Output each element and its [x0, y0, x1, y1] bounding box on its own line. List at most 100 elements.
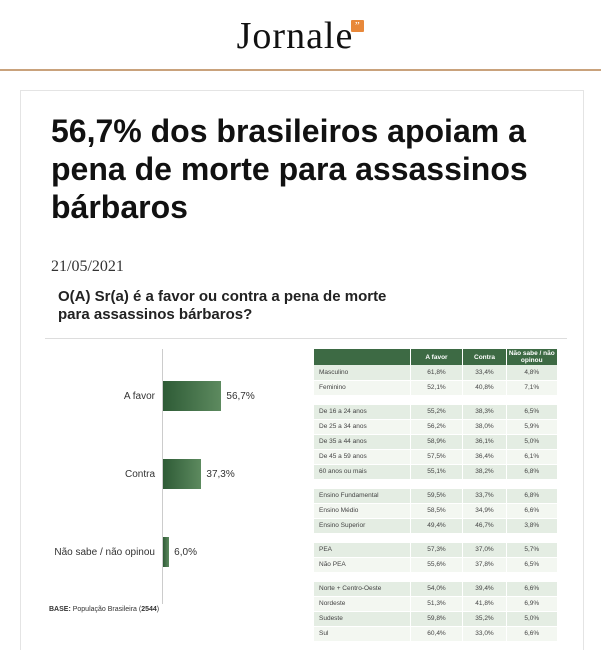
group-spacer — [313, 572, 557, 582]
row-label: Norte + Centro-Oeste — [313, 581, 411, 597]
row-label: De 16 a 24 anos — [313, 404, 411, 420]
bar — [163, 381, 222, 411]
cell-value: 56,2% — [410, 419, 463, 435]
cell-value: 38,0% — [462, 419, 507, 435]
cell-value: 41,8% — [462, 596, 507, 612]
cell-value: 38,3% — [462, 404, 507, 420]
cell-value: 3,8% — [506, 518, 557, 534]
column-header: Contra — [462, 349, 507, 365]
cell-value: 59,5% — [410, 488, 463, 504]
table-row: Feminino 52,1% 40,8% 7,1% — [313, 380, 557, 396]
cell-value: 5,0% — [506, 434, 557, 450]
cell-value: 34,9% — [462, 503, 507, 519]
row-label: Ensino Médio — [313, 503, 411, 519]
cell-value: 59,8% — [410, 611, 463, 627]
table-row: 60 anos ou mais 55,1% 38,2% 6,8% — [313, 464, 557, 480]
base-text: População Brasileira ( — [70, 606, 142, 613]
cell-value: 33,4% — [462, 365, 507, 381]
cell-value: 5,7% — [506, 542, 557, 558]
row-label: 60 anos ou mais — [313, 464, 411, 480]
cell-value: 49,4% — [410, 518, 463, 534]
site-logo[interactable]: Jornale” — [0, 14, 601, 58]
cell-value: 54,0% — [410, 581, 463, 597]
row-label: PEA — [313, 542, 411, 558]
cell-value: 6,8% — [506, 464, 557, 480]
bar — [163, 537, 170, 567]
table-row: Sul 60,4% 33,0% 6,6% — [313, 626, 557, 642]
cell-value: 36,4% — [462, 449, 507, 465]
table-row: Ensino Fundamental 59,5% 33,7% 6,8% — [313, 488, 557, 504]
cell-value: 61,8% — [410, 365, 463, 381]
cell-value: 39,4% — [462, 581, 507, 597]
column-header: A favor — [410, 349, 463, 365]
row-label: Feminino — [313, 380, 411, 396]
table-row: De 25 a 34 anos 56,2% 38,0% 5,9% — [313, 419, 557, 435]
row-label: Masculino — [313, 365, 411, 381]
group-spacer — [313, 395, 557, 405]
breakdown-table: A favor Contra Não sabe / não opinou Mascu… — [313, 349, 557, 642]
cell-value: 6,5% — [506, 404, 557, 420]
cell-value: 58,9% — [410, 434, 463, 450]
bar-value-label: 6,0% — [174, 547, 197, 558]
bar-value-label: 37,3% — [206, 469, 235, 480]
row-label: De 35 a 44 anos — [313, 434, 411, 450]
cell-value: 46,7% — [462, 518, 507, 534]
table-row: De 16 a 24 anos 55,2% 38,3% 6,5% — [313, 404, 557, 420]
table-row: Não PEA 55,6% 37,8% 6,5% — [313, 557, 557, 573]
cell-value: 6,6% — [506, 626, 557, 642]
cell-value: 5,9% — [506, 419, 557, 435]
table-row: De 45 a 59 anos 57,5% 36,4% 6,1% — [313, 449, 557, 465]
quote-bubble-icon: ” — [351, 20, 365, 32]
base-n: 2544 — [141, 606, 157, 613]
row-label: Não PEA — [313, 557, 411, 573]
table-row: Nordeste 51,3% 41,8% 6,9% — [313, 596, 557, 612]
infographic-chart: A favor 56,7% Contra 37,3% Não sabe / não op… — [45, 338, 567, 620]
cell-value: 38,2% — [462, 464, 507, 480]
column-header — [313, 349, 411, 365]
group-spacer — [313, 479, 557, 489]
chart-axis — [162, 349, 163, 604]
table-row: Ensino Superior 49,4% 46,7% 3,8% — [313, 518, 557, 534]
row-label: Ensino Fundamental — [313, 488, 411, 504]
article-card — [20, 90, 584, 650]
row-label: Ensino Superior — [313, 518, 411, 534]
logo-text: Jornale — [236, 15, 354, 57]
cell-value: 37,0% — [462, 542, 507, 558]
header-divider — [0, 69, 601, 71]
cell-value: 6,6% — [506, 581, 557, 597]
table-row: Sudeste 59,8% 35,2% 5,0% — [313, 611, 557, 627]
cell-value: 35,2% — [462, 611, 507, 627]
table-row: Norte + Centro-Oeste 54,0% 39,4% 6,6% — [313, 581, 557, 597]
cell-value: 36,1% — [462, 434, 507, 450]
cell-value: 33,7% — [462, 488, 507, 504]
cell-value: 6,8% — [506, 488, 557, 504]
base-note: BASE: População Brasileira (2544) — [49, 606, 159, 613]
cell-value: 6,1% — [506, 449, 557, 465]
cell-value: 58,5% — [410, 503, 463, 519]
cell-value: 55,6% — [410, 557, 463, 573]
table-row: De 35 a 44 anos 58,9% 36,1% 5,0% — [313, 434, 557, 450]
bar — [163, 459, 202, 489]
base-label: BASE: — [49, 606, 71, 613]
table-row: Masculino 61,8% 33,4% 4,8% — [313, 365, 557, 381]
row-label: Sul — [313, 626, 411, 642]
row-label: De 25 a 34 anos — [313, 419, 411, 435]
infographic-question: O(A) Sr(a) é a favor ou contra a pena de… — [58, 288, 387, 323]
cell-value: 40,8% — [462, 380, 507, 396]
table-row: Ensino Médio 58,5% 34,9% 6,6% — [313, 503, 557, 519]
cell-value: 7,1% — [506, 380, 557, 396]
cell-value: 55,1% — [410, 464, 463, 480]
column-header: Não sabe / não opinou — [506, 349, 557, 365]
row-label: Nordeste — [313, 596, 411, 612]
table-row: PEA 57,3% 37,0% 5,7% — [313, 542, 557, 558]
cell-value: 6,9% — [506, 596, 557, 612]
cell-value: 60,4% — [410, 626, 463, 642]
base-end: ) — [156, 606, 160, 613]
cell-value: 6,5% — [506, 557, 557, 573]
row-label: Sudeste — [313, 611, 411, 627]
group-spacer — [313, 533, 557, 543]
row-label: De 45 a 59 anos — [313, 449, 411, 465]
cell-value: 55,2% — [410, 404, 463, 420]
bar-label: A favor — [123, 391, 155, 402]
bar-value-label: 56,7% — [226, 391, 255, 402]
